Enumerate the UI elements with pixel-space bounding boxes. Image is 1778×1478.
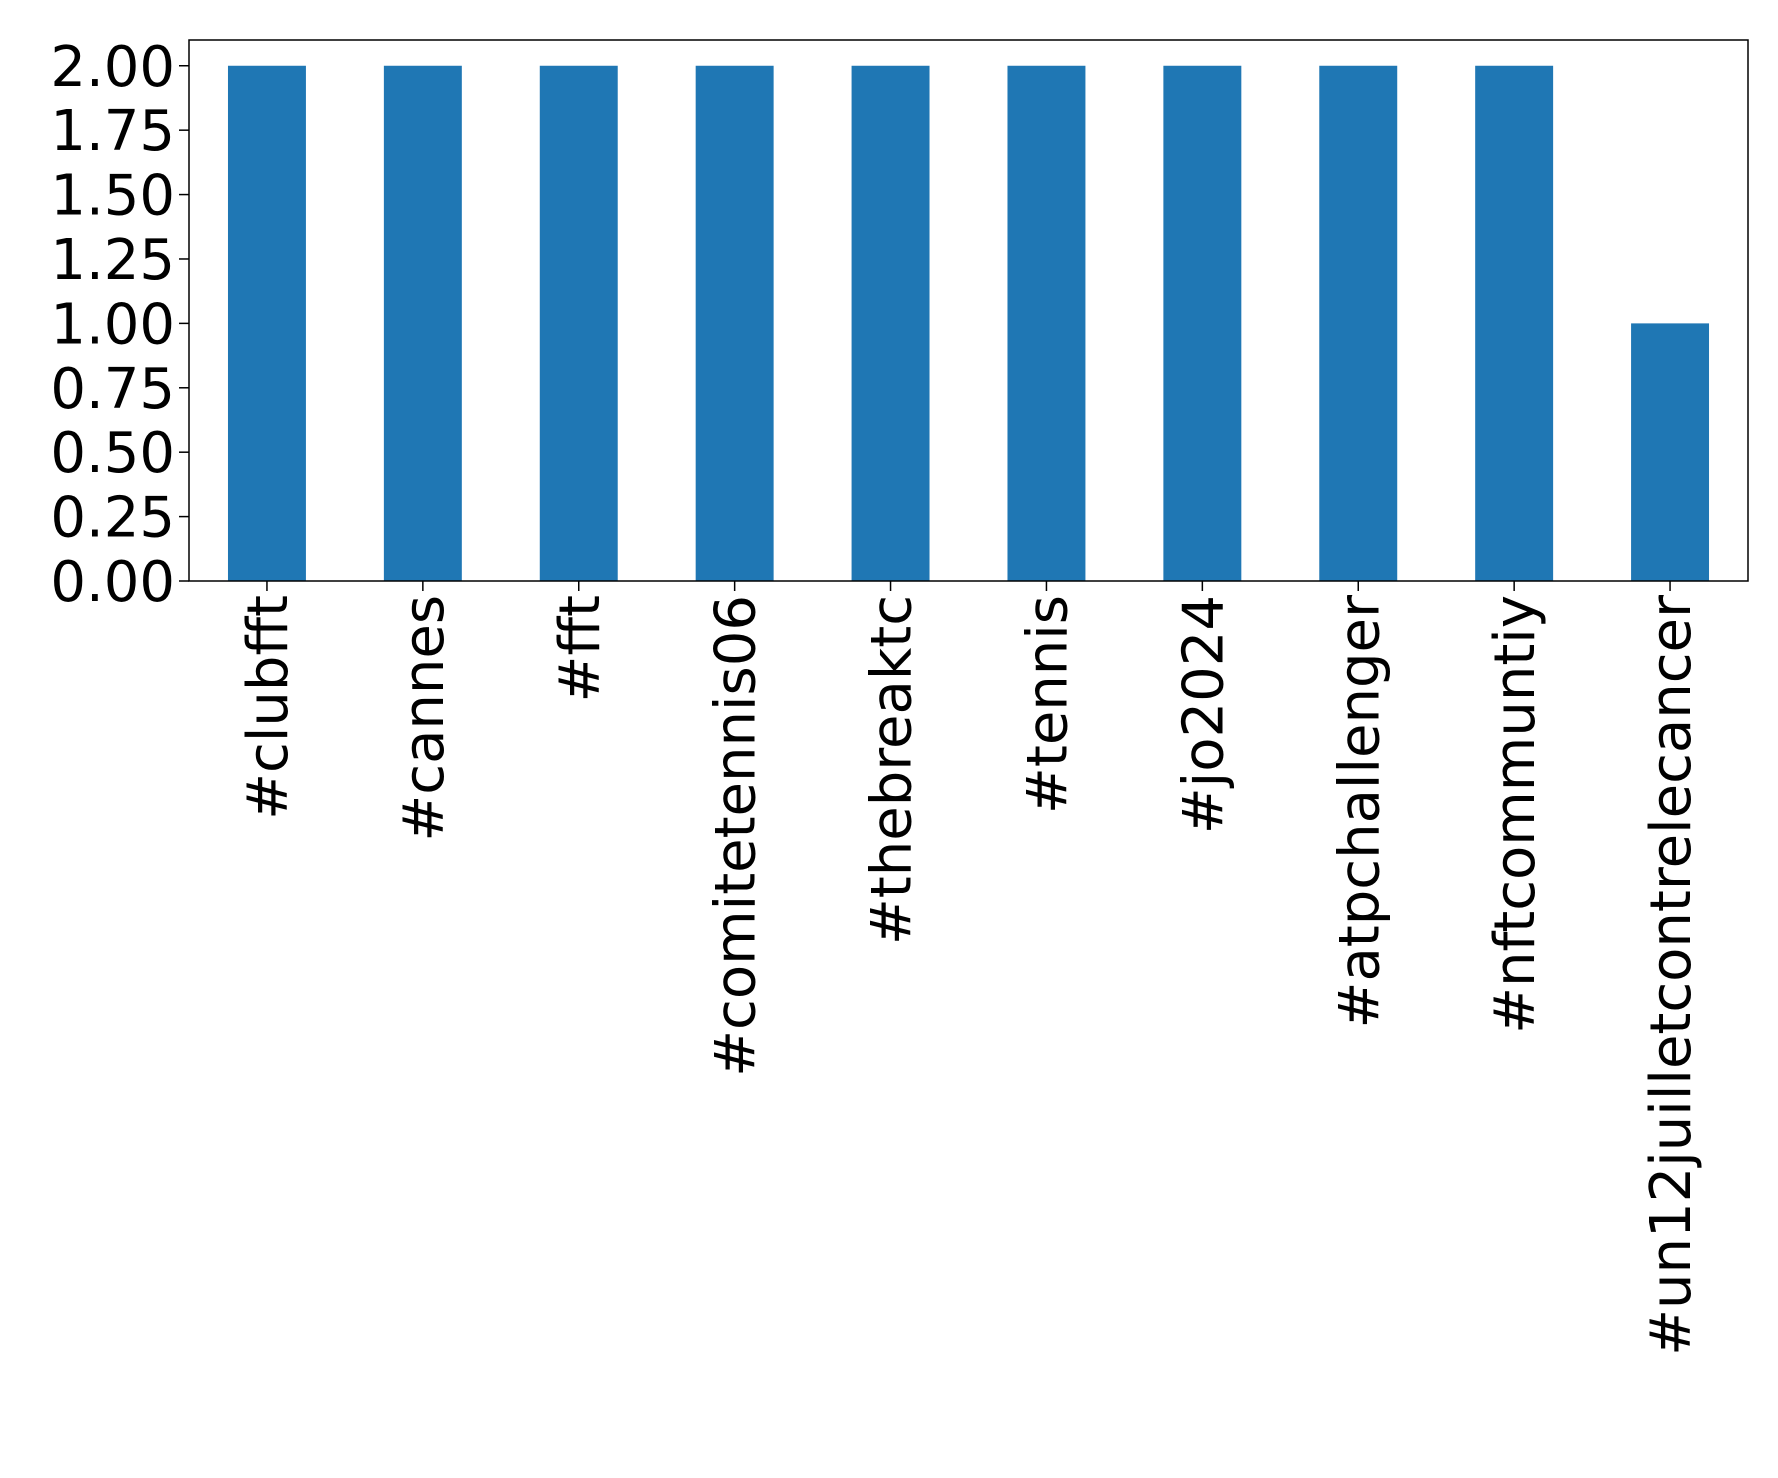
bar [1631, 323, 1710, 581]
plot-frame [188, 39, 1749, 582]
bar [1163, 65, 1242, 581]
bar [695, 65, 774, 581]
x-tick-label: #un12juilletcontrelecancer [1639, 594, 1704, 1356]
bar [851, 65, 930, 581]
y-tick-label: 1.50 [50, 164, 175, 229]
x-tick-label: #clubfft [236, 595, 301, 820]
bar [383, 65, 462, 581]
x-tick-label: #cannes [392, 595, 457, 842]
y-tick-label: 0.00 [50, 550, 175, 615]
bar [227, 65, 306, 581]
x-tick-label: #fft [548, 595, 613, 702]
x-tick-label: #jo2024 [1171, 595, 1236, 834]
x-tick-label: #nftcommuntiy [1483, 595, 1548, 1034]
x-tick-label: #comitetennis06 [704, 595, 769, 1077]
bar [1475, 65, 1554, 581]
bar [1007, 65, 1086, 581]
x-tick-label: #thebreaktc [860, 595, 925, 945]
y-tick-label: 0.50 [50, 421, 175, 486]
y-tick-label: 1.00 [50, 292, 175, 357]
y-tick-label: 0.25 [50, 486, 175, 551]
y-tick-label: 0.75 [50, 357, 175, 422]
bar [1319, 65, 1398, 581]
x-tick-label: #atpchallenger [1327, 594, 1392, 1028]
y-tick-label: 1.25 [50, 228, 175, 293]
x-tick-label: #tennis [1015, 595, 1080, 814]
bar [539, 65, 618, 581]
y-tick-label: 1.75 [50, 99, 175, 164]
y-tick-label: 2.00 [50, 35, 175, 100]
